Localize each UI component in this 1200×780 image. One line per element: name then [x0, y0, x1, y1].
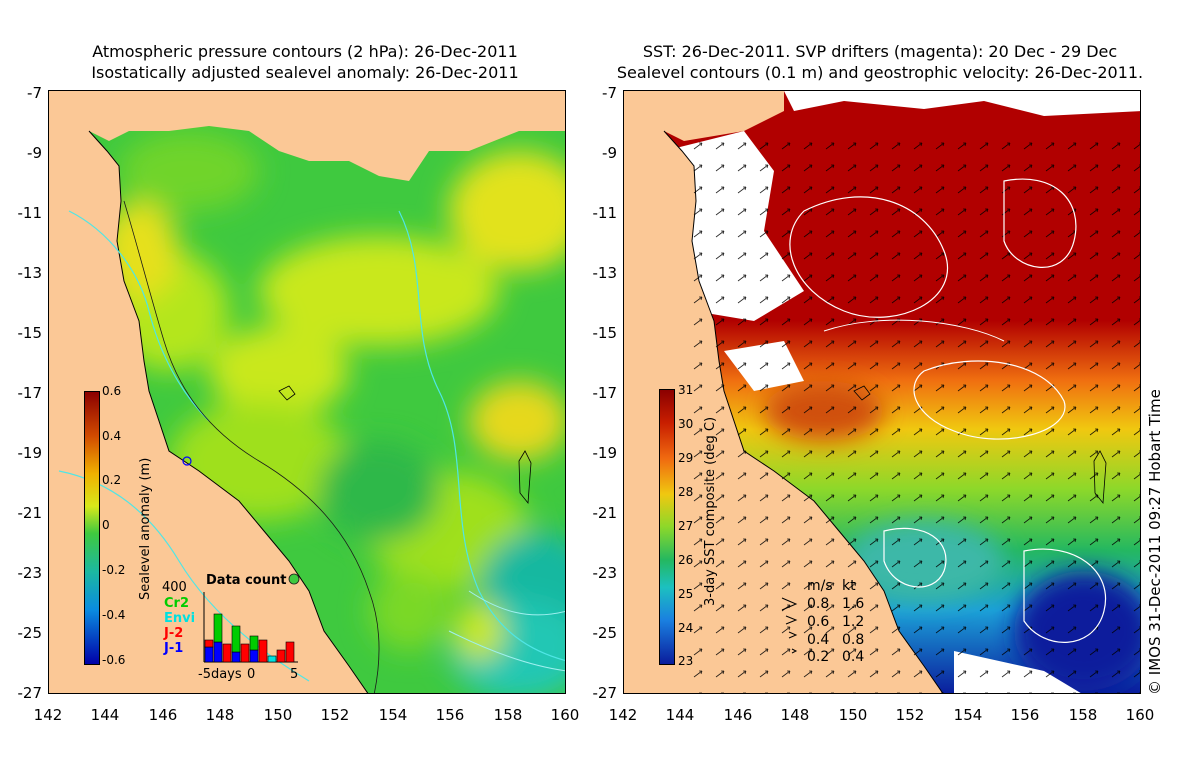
imos-credit: © IMOS 31-Dec-2011 09:27 Hobart Time	[1146, 389, 1164, 695]
colorbar-tick: -0.2	[102, 563, 126, 577]
colorbar-tick: 25	[678, 587, 694, 601]
colorbar-tick: 30	[678, 417, 694, 431]
x-tick: 160	[1125, 706, 1155, 724]
y-tick: -19	[17, 444, 43, 462]
x-tick: 160	[550, 706, 580, 724]
y-tick: -23	[17, 564, 43, 582]
colorbar-tick: 24	[678, 621, 694, 635]
y-tick: -7	[602, 84, 617, 102]
y-tick: -25	[17, 624, 43, 642]
x-tick: 146	[723, 706, 753, 724]
y-tick: -21	[17, 504, 43, 522]
velocity-header-ms: m/s	[807, 578, 833, 594]
data-count-title: Data count	[206, 573, 287, 588]
y-tick: -27	[592, 684, 618, 702]
y-tick: -15	[17, 324, 43, 342]
y-tick: -7	[27, 84, 42, 102]
velocity-row-ms: 0.4	[807, 632, 830, 648]
velocity-row-ms: 0.8	[807, 596, 830, 612]
velocity-row-kt: 1.2	[842, 614, 865, 630]
x-tick: 158	[1068, 706, 1098, 724]
x-tick: 156	[435, 706, 465, 724]
y-tick: -23	[592, 564, 618, 582]
colorbar-tick: 31	[678, 383, 694, 397]
data-count-x-mid: 0	[247, 667, 256, 682]
x-tick: 146	[148, 706, 178, 724]
colorbar-tick: -0.6	[102, 653, 126, 667]
y-tick: -17	[17, 384, 43, 402]
sst-map	[623, 90, 1141, 694]
x-tick: 142	[608, 706, 638, 724]
colorbar-tick: 0.4	[102, 429, 122, 443]
x-tick: 142	[33, 706, 63, 724]
y-tick: -27	[17, 684, 43, 702]
sst-colorbar	[659, 389, 675, 665]
y-tick: -15	[592, 324, 618, 342]
velocity-row-kt: 0.8	[842, 632, 865, 648]
sealevel-anomaly-map	[48, 90, 566, 694]
velocity-row-kt: 1.6	[842, 596, 865, 612]
x-tick: 148	[205, 706, 235, 724]
y-tick: -17	[592, 384, 618, 402]
velocity-row-ms: 0.6	[807, 614, 830, 630]
colorbar-tick: 0	[102, 518, 110, 532]
y-tick: -9	[602, 144, 617, 162]
colorbar-tick: -0.4	[102, 608, 126, 622]
x-tick: 158	[493, 706, 523, 724]
sealevel-colorbar	[84, 391, 100, 665]
y-tick: -13	[17, 264, 43, 282]
data-count-x-start: -5days	[198, 667, 242, 682]
x-tick: 150	[263, 706, 293, 724]
x-tick: 154	[953, 706, 983, 724]
x-tick: 152	[895, 706, 925, 724]
colorbar-tick: 26	[678, 553, 694, 567]
satellite-label-j2: J-2	[164, 626, 184, 641]
y-tick: -11	[592, 204, 618, 222]
x-tick: 152	[320, 706, 350, 724]
velocity-row-ms: 0.2	[807, 649, 830, 665]
velocity-row-kt: 0.4	[842, 649, 865, 665]
data-count-ymax: 400	[162, 580, 187, 595]
right-title-line1: SST: 26-Dec-2011. SVP drifters (magenta)…	[642, 42, 1118, 61]
colorbar-tick: 29	[678, 451, 694, 465]
colorbar-tick: 27	[678, 519, 694, 533]
x-tick: 144	[665, 706, 695, 724]
x-tick: 144	[90, 706, 120, 724]
sealevel-colorbar-label: Sealevel anomaly (m)	[138, 457, 153, 600]
y-tick: -21	[592, 504, 618, 522]
y-tick: -11	[17, 204, 43, 222]
velocity-arrow-icons	[781, 597, 798, 654]
y-tick: -19	[592, 444, 618, 462]
y-tick: -25	[592, 624, 618, 642]
data-count-x-end: 5	[290, 667, 299, 682]
y-tick: -9	[27, 144, 42, 162]
y-tick: -13	[592, 264, 618, 282]
satellite-label-cr2: Cr2	[164, 596, 189, 611]
colorbar-tick: 23	[678, 654, 694, 668]
satellite-label-envi: Envi	[164, 611, 196, 626]
sst-colorbar-label: 3-day SST composite (deg C)	[703, 416, 718, 606]
colorbar-tick: 0.6	[102, 384, 122, 398]
colorbar-tick: 0.2	[102, 473, 122, 487]
colorbar-tick: 28	[678, 485, 694, 499]
right-title-line2: Sealevel contours (0.1 m) and geostrophi…	[616, 63, 1144, 82]
x-tick: 150	[838, 706, 868, 724]
x-tick: 154	[378, 706, 408, 724]
left-title-line2: Isostatically adjusted sealevel anomaly:…	[91, 63, 519, 82]
x-tick: 156	[1010, 706, 1040, 724]
data-count-histogram	[203, 592, 298, 663]
velocity-header-kt: kt	[842, 578, 856, 594]
satellite-label-j1: J-1	[164, 641, 184, 656]
x-tick: 148	[780, 706, 810, 724]
left-title-line1: Atmospheric pressure contours (2 hPa): 2…	[92, 42, 518, 61]
